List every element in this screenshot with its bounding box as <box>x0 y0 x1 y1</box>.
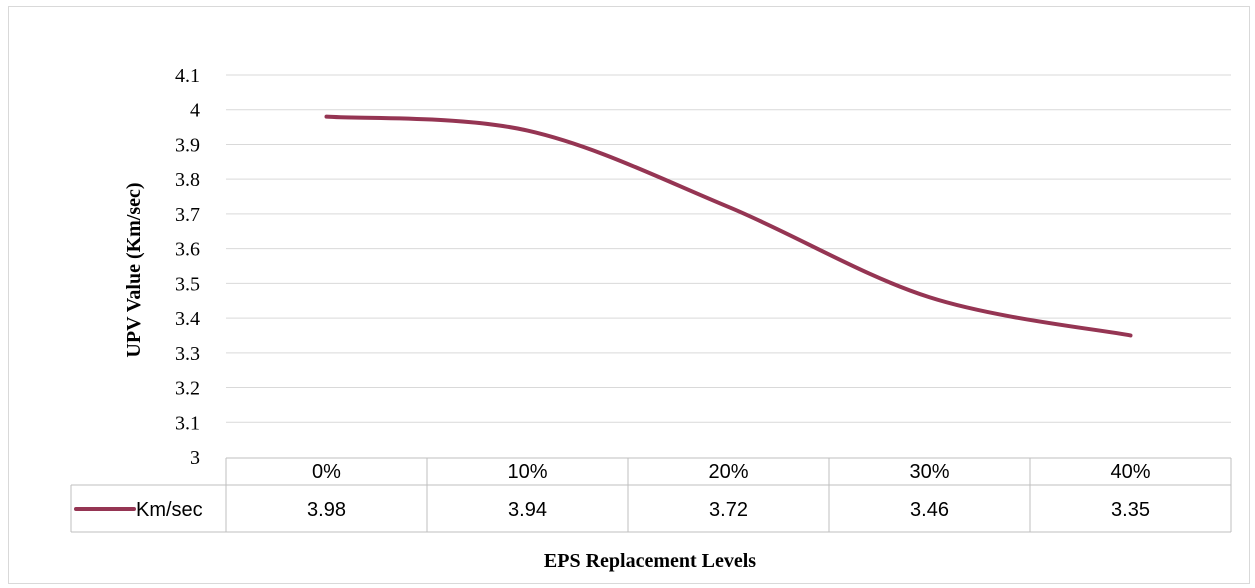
y-tick-label: 3 <box>190 447 200 469</box>
series-line <box>324 114 1133 338</box>
gridlines <box>226 74 1231 423</box>
series-lines <box>324 114 1133 338</box>
data-table: 0% 10% 20% 30% 40% Km/sec 3.98 3.94 3.72 3.46 3.35 <box>70 457 1232 533</box>
y-axis-ticks: 3 3.1 3.2 3.3 3.4 3.5 3.6 3.7 3.8 3.9 4 4.1 <box>175 65 200 469</box>
x-tick-label: 0% <box>312 461 341 483</box>
data-label: 3.98 <box>307 499 346 521</box>
data-label: 3.46 <box>910 499 949 521</box>
y-tick-label: 4 <box>190 100 200 122</box>
y-tick-label: 4.1 <box>175 65 200 87</box>
x-axis-title: EPS Replacement Levels <box>544 550 756 572</box>
data-label: 3.35 <box>1111 499 1150 521</box>
y-tick-label: 3.2 <box>175 378 200 400</box>
y-axis-title: UPV Value (Km/sec) <box>123 182 145 357</box>
y-tick-label: 3.4 <box>175 308 200 330</box>
x-tick-label: 10% <box>507 461 547 483</box>
y-tick-label: 3.8 <box>175 169 200 191</box>
y-tick-label: 3.7 <box>175 204 200 226</box>
x-tick-label: 20% <box>708 461 748 483</box>
legend-label: Km/sec <box>136 499 203 521</box>
y-tick-label: 3.3 <box>175 343 200 365</box>
data-label: 3.72 <box>709 499 748 521</box>
data-label: 3.94 <box>508 499 547 521</box>
y-tick-label: 3.9 <box>175 134 200 156</box>
y-tick-label: 3.5 <box>175 273 200 295</box>
y-tick-label: 3.1 <box>175 412 200 434</box>
chart-frame <box>8 6 1250 584</box>
y-tick-label: 3.6 <box>175 239 200 261</box>
x-tick-label: 30% <box>909 461 949 483</box>
x-tick-label: 40% <box>1110 461 1150 483</box>
